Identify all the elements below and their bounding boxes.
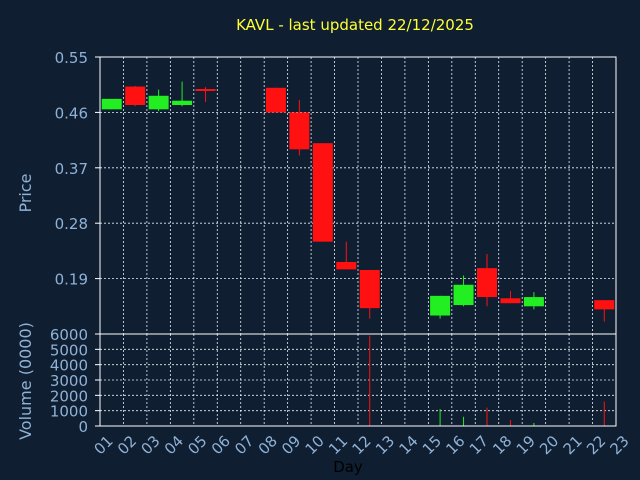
x-tick-label: 05 — [184, 432, 210, 458]
candle-day-11 — [336, 241, 357, 270]
candle-body — [523, 297, 544, 307]
price-y-tick-label: 0.28 — [55, 215, 88, 233]
volume-y-tick-label: 0 — [78, 418, 88, 436]
volume-y-tick-label: 5000 — [50, 341, 88, 359]
x-tick-label: 10 — [302, 432, 328, 458]
price-axis-label: Price — [16, 173, 35, 212]
candle-body — [594, 300, 615, 310]
candle-day-1 — [101, 98, 122, 110]
candle-day-17 — [477, 253, 497, 307]
candle-day-16 — [453, 275, 474, 307]
x-tick-label: 06 — [208, 432, 234, 458]
x-tick-label: 21 — [560, 432, 586, 458]
x-tick-label: 08 — [255, 432, 281, 458]
x-tick-label: 16 — [442, 432, 468, 458]
x-tick-label: 23 — [607, 432, 633, 458]
candle-day-4 — [172, 81, 193, 107]
price-y-tick-label: 0.55 — [55, 49, 88, 67]
x-tick-label: 14 — [395, 432, 421, 458]
candle-body — [359, 269, 380, 309]
candle-body — [336, 261, 357, 270]
candle-body — [289, 112, 310, 150]
price-y-tick-labels: 0.55 0.46 0.37 0.28 0.19 — [55, 49, 100, 289]
volume-y-tick-label: 3000 — [50, 372, 88, 390]
candle-body — [265, 87, 286, 113]
candle-day-9 — [289, 100, 310, 156]
candle-body — [453, 284, 474, 306]
x-tick-label: 02 — [114, 432, 140, 458]
candle-body — [101, 98, 122, 110]
candle-body — [312, 143, 333, 242]
candle-day-3 — [148, 89, 169, 112]
x-tick-label: 18 — [489, 432, 515, 458]
x-axis-label: Day — [333, 458, 363, 476]
price-y-tick-label: 0.19 — [55, 271, 88, 289]
volume-bars — [369, 335, 605, 426]
candle-body — [148, 95, 169, 110]
volume-axis-label: Volume (0000) — [16, 322, 35, 440]
x-tick-label: 17 — [466, 432, 492, 458]
volume-grid — [99, 333, 617, 427]
candles — [101, 81, 615, 322]
candle-body — [477, 268, 497, 298]
x-tick-label: 22 — [583, 432, 609, 458]
candle-day-10 — [312, 143, 333, 242]
candle-day-2 — [125, 85, 146, 107]
x-tick-label: 15 — [419, 432, 445, 458]
price-y-tick-label: 0.46 — [55, 104, 88, 122]
candle-day-18 — [500, 290, 521, 304]
chart-title: KAVL - last updated 22/12/2025 — [236, 16, 474, 34]
price-grid — [99, 56, 617, 334]
x-tick-label: 01 — [91, 432, 117, 458]
x-tick-label: 03 — [137, 432, 163, 458]
x-tick-label: 12 — [349, 432, 375, 458]
candle-day-5 — [195, 87, 216, 102]
x-tick-label: 19 — [513, 432, 539, 458]
candle-day-8 — [265, 87, 286, 113]
x-tick-label: 07 — [231, 432, 257, 458]
x-tick-label: 11 — [325, 432, 351, 458]
x-tick-label: 04 — [161, 432, 187, 458]
x-tick-label: 13 — [372, 432, 398, 458]
x-tick-label: 20 — [536, 432, 562, 458]
candle-day-22 — [594, 300, 615, 322]
volume-y-tick-label: 1000 — [50, 403, 88, 421]
price-y-tick-label: 0.37 — [55, 160, 88, 178]
volume-y-tick-label: 2000 — [50, 387, 88, 405]
candle-day-12 — [359, 269, 380, 319]
candle-body — [125, 86, 146, 106]
candle-day-19 — [523, 292, 544, 310]
volume-y-tick-label: 6000 — [50, 326, 88, 344]
candle-body — [195, 89, 216, 92]
x-tick-label: 09 — [278, 432, 304, 458]
candle-body — [172, 100, 193, 106]
candle-day-15 — [430, 295, 451, 319]
volume-y-tick-label: 4000 — [50, 357, 88, 375]
candle-body — [500, 298, 521, 304]
volume-panel-frame — [99, 333, 617, 427]
candle-body — [430, 295, 451, 316]
x-tick-labels: 0102030405060708091011121314151617181920… — [91, 432, 633, 458]
